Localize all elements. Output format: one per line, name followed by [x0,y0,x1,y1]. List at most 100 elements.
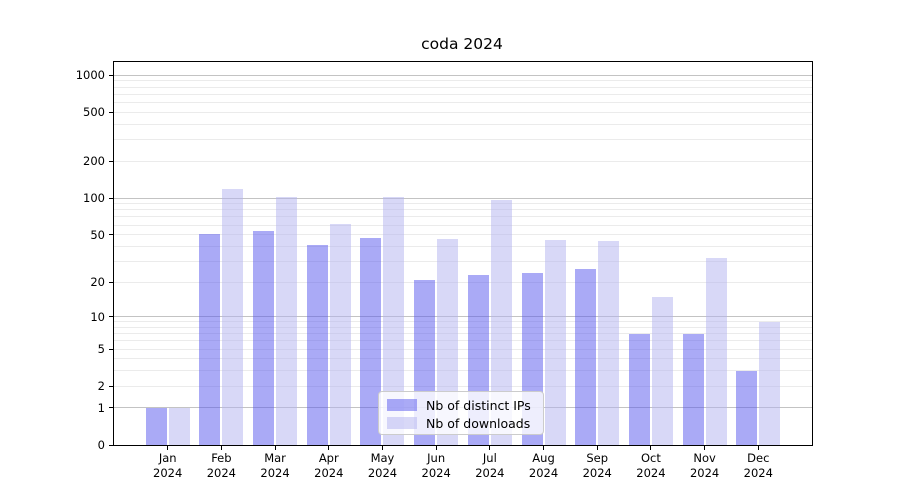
x-tick-month: May [370,451,395,465]
y-tick-mark-2 [109,385,113,387]
bar-distinct-ips-apr [306,245,328,445]
x-tick-month: Jun [427,451,446,465]
legend-item-downloads: Nb of downloads [379,414,543,432]
y-tick-label-500: 500 [83,105,105,120]
x-tick-label-apr: Apr 2024 [301,451,357,481]
bar-downloads-feb [222,189,244,445]
gridline-minor-6 [114,340,812,342]
y-tick-mark-50 [109,234,113,236]
x-tick-mark-jun [435,446,437,450]
bar-downloads-may [383,196,405,445]
gridline-minor-4 [114,358,812,360]
y-tick-label-0: 0 [97,438,105,452]
x-tick-year: 2024 [743,466,773,480]
gridline-minor-600 [114,102,812,104]
bar-distinct-ips-sep [575,268,597,445]
x-tick-mark-sep [596,446,598,450]
chart-title: coda 2024 [421,35,503,53]
x-tick-mark-feb [220,446,222,450]
x-tick-year: 2024 [421,466,451,480]
gridline-minor-50 [114,234,812,236]
gridline-minor-3 [114,370,812,372]
y-tick-label-50: 50 [90,227,105,242]
gridline-minor-200 [114,160,812,162]
x-tick-label-sep: Sep 2024 [569,451,625,481]
x-tick-year: 2024 [636,466,666,480]
x-tick-mark-may [381,446,383,450]
y-tick-mark-500 [109,111,113,113]
x-tick-mark-mar [274,446,276,450]
gridline-minor-20 [114,281,812,283]
bar-distinct-ips-feb [199,233,221,445]
y-tick-mark-200 [109,160,113,162]
bar-distinct-ips-dec [736,370,758,445]
gridline-minor-30 [114,260,812,262]
x-tick-label-may: May 2024 [354,451,410,481]
x-tick-label-dec: Dec 2024 [730,451,786,481]
legend-item-distinct-ips: Nb of distinct IPs [379,396,543,414]
gridline-minor-9 [114,321,812,323]
y-tick-mark-1000 [109,74,113,76]
x-tick-year: 2024 [260,466,290,480]
gridline-minor-500 [114,111,812,113]
y-tick-label-10: 10 [90,309,105,324]
y-tick-label-5: 5 [97,342,105,357]
gridline-minor-80 [114,209,812,211]
bar-distinct-ips-mar [253,230,275,445]
legend-swatch-downloads [387,417,417,429]
gridline-major-10 [114,316,812,318]
x-tick-month: Oct [640,451,661,465]
x-tick-label-jun: Jun 2024 [408,451,464,481]
x-tick-mark-oct [650,446,652,450]
x-tick-month: Jul [482,451,497,465]
y-tick-mark-1 [109,407,113,409]
bar-downloads-oct [651,296,673,445]
y-tick-mark-0 [109,444,113,446]
x-tick-label-jul: Jul 2024 [462,451,518,481]
x-tick-month: Nov [693,451,716,465]
x-tick-label-oct: Oct 2024 [623,451,679,481]
x-tick-year: 2024 [582,466,612,480]
x-tick-label-jan: Jan 2024 [140,451,196,481]
x-tick-year: 2024 [314,466,344,480]
y-tick-mark-10 [109,316,113,318]
x-tick-month: Jan [158,451,177,465]
y-tick-label-100: 100 [83,191,105,206]
bar-downloads-mar [276,197,298,445]
x-tick-month: Dec [747,451,770,465]
x-tick-month: Apr [318,451,339,465]
gridline-minor-60 [114,224,812,226]
gridline-minor-400 [114,123,812,125]
x-tick-mark-apr [328,446,330,450]
bar-downloads-apr [329,224,351,445]
y-tick-mark-20 [109,281,113,283]
x-tick-year: 2024 [367,466,398,480]
gridline-minor-700 [114,93,812,95]
x-tick-mark-nov [704,446,706,450]
bar-downloads-jan [168,407,190,445]
x-tick-mark-jul [489,446,491,450]
x-tick-year: 2024 [475,466,505,480]
y-tick-label-1: 1 [97,400,105,415]
gridline-major-100 [114,197,812,199]
gridline-minor-800 [114,86,812,88]
legend-swatch-distinct-ips [387,399,417,411]
x-tick-month: Mar [264,451,286,465]
bar-downloads-dec [759,321,781,445]
plot-area [113,61,813,446]
x-tick-label-feb: Feb 2024 [193,451,249,481]
bar-distinct-ips-jan [145,407,167,445]
bar-distinct-ips-oct [628,333,650,445]
bar-distinct-ips-nov [682,333,704,445]
gridline-minor-7 [114,333,812,335]
x-tick-label-aug: Aug 2024 [516,451,572,481]
bar-downloads-jul [490,200,512,445]
gridline-minor-900 [114,80,812,82]
y-tick-label-20: 20 [90,275,105,290]
legend: Nb of distinct IPs Nb of downloads [378,391,544,435]
x-tick-mark-jan [167,446,169,450]
gridline-minor-70 [114,216,812,218]
y-tick-mark-5 [109,348,113,350]
y-tick-label-2: 2 [97,379,105,394]
